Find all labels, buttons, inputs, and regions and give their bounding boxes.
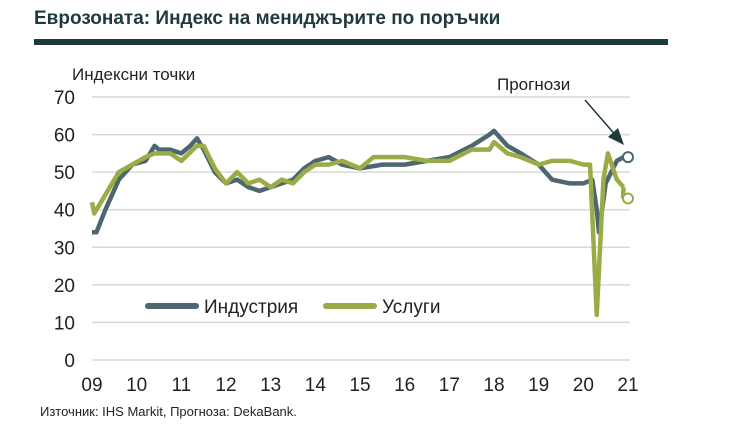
legend-label: Индустрия [204, 297, 298, 318]
series-line-1 [89, 139, 626, 318]
y-axis-label: Индексни точки [72, 65, 195, 84]
x-tick-label: 16 [394, 375, 415, 396]
y-tick-label: 30 [54, 238, 75, 259]
x-tick-label: 19 [528, 375, 549, 396]
y-tick-label: 10 [54, 313, 75, 334]
forecast-marker [622, 192, 634, 205]
chart-title: Еврозоната: Индекс на мениджърите по пор… [34, 8, 501, 29]
arrow-head-icon [608, 128, 624, 145]
x-tick-label: 10 [126, 375, 147, 396]
x-tick-label: 12 [215, 375, 236, 396]
y-tick-label: 70 [54, 88, 75, 109]
forecast-marker [622, 151, 634, 164]
x-tick-label: 15 [349, 375, 370, 396]
y-tick-label: 40 [54, 201, 75, 222]
x-tick-label: 11 [171, 375, 191, 396]
y-tick-label: 0 [64, 351, 75, 372]
series-line-0 [92, 128, 625, 235]
y-tick-label: 60 [54, 126, 75, 147]
x-tick-label: 09 [81, 375, 102, 396]
x-tick-label: 17 [439, 375, 460, 396]
x-tick-label: 18 [483, 375, 504, 396]
y-tick-label: 20 [54, 276, 75, 297]
annotation-text: Прогнози [497, 75, 570, 94]
x-tick-label: 13 [260, 375, 281, 396]
title-rule [34, 39, 668, 45]
x-tick-label: 20 [573, 375, 594, 396]
x-tick-label: 14 [305, 375, 327, 396]
legend-label: Услуги [382, 297, 440, 318]
source-note: Източник: IHS Markit, Прогноза: DekaBank… [40, 404, 297, 419]
x-tick-label: 21 [617, 375, 638, 396]
y-tick-label: 50 [54, 163, 75, 184]
annotation-arrow [584, 99, 619, 139]
